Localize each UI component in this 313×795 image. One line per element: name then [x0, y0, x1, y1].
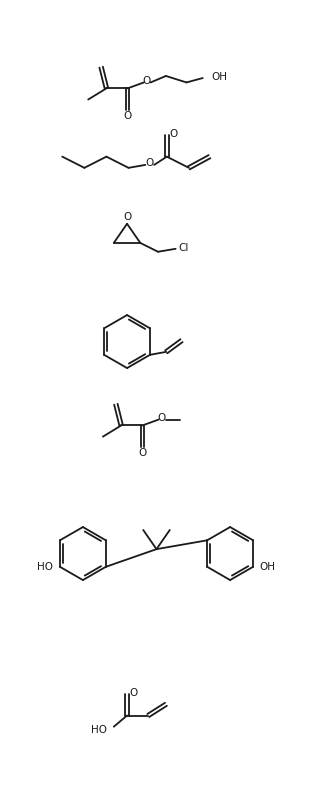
Text: OH: OH: [212, 72, 228, 83]
Text: O: O: [169, 129, 177, 139]
Text: O: O: [124, 111, 132, 121]
Text: O: O: [143, 76, 151, 86]
Text: O: O: [146, 158, 154, 169]
Text: O: O: [157, 413, 166, 423]
Text: HO: HO: [38, 562, 54, 572]
Text: OH: OH: [259, 562, 275, 572]
Text: Cl: Cl: [179, 243, 189, 254]
Text: HO: HO: [91, 724, 107, 735]
Text: O: O: [138, 448, 146, 458]
Text: O: O: [129, 688, 138, 698]
Text: O: O: [123, 212, 131, 223]
